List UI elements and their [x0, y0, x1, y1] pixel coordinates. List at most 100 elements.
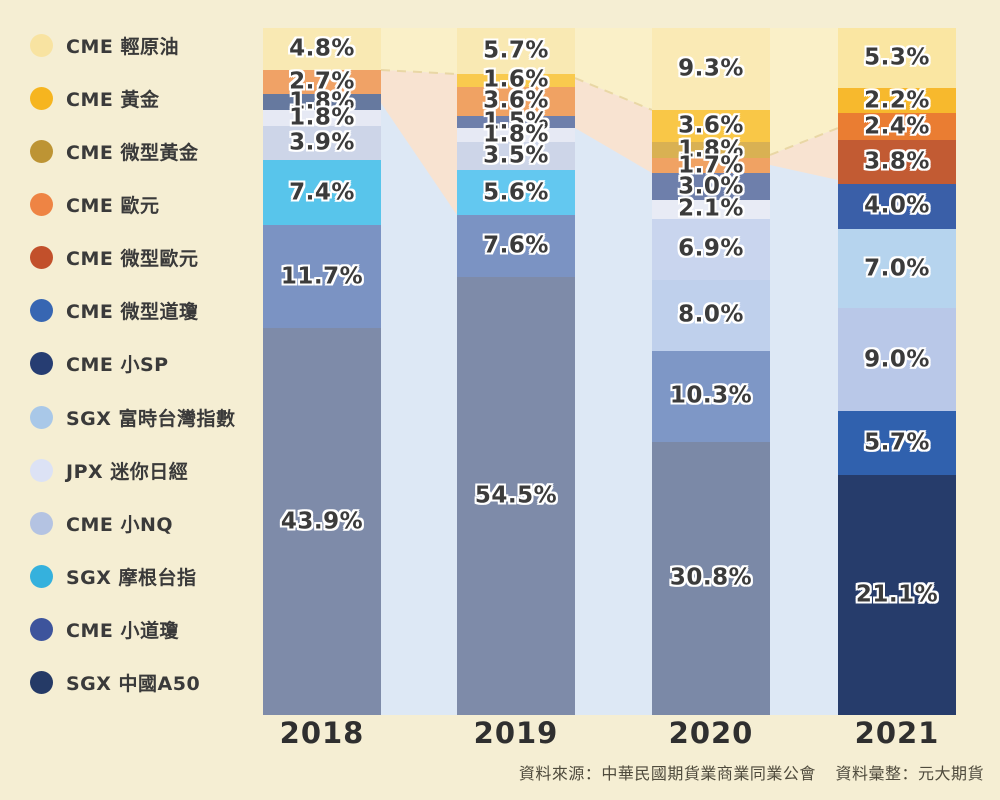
bar-segment: 5.7% [838, 410, 956, 476]
legend-swatch-icon [30, 617, 53, 641]
bar-segment: 8.0% [652, 279, 770, 351]
bar-segment: 3.9% [263, 125, 381, 161]
bar-segment: 7.6% [457, 215, 575, 277]
bar-segment: 4.8% [263, 28, 381, 71]
bar-segment: 3.8% [838, 140, 956, 184]
legend-item: SGX 中國A50 [30, 669, 260, 696]
segment-value-label: 6.9% [678, 235, 744, 262]
compiled-text: 資料彙整：元大期貨 [835, 764, 984, 783]
bar-segment: 1.8% [652, 138, 770, 161]
segment-value-label: 30.8% [669, 564, 753, 591]
flow-ribbon-0 [381, 28, 457, 715]
bar-segment: 6.9% [652, 218, 770, 280]
bar-segment: 11.7% [263, 225, 381, 329]
legend-item: CME 輕原油 [30, 32, 260, 59]
legend-item: SGX 富時台灣指數 [30, 404, 260, 431]
legend-swatch-icon [30, 564, 53, 588]
bar-segment: 10.3% [652, 350, 770, 442]
legend-label: SGX 摩根台指 [66, 566, 197, 589]
x-axis-label-2021: 2021 [854, 716, 940, 750]
segment-value-label: 10.3% [669, 382, 753, 409]
legend-label: CME 輕原油 [66, 36, 179, 58]
bar-segment: 2.4% [838, 113, 956, 141]
segment-value-label: 7.0% [864, 255, 930, 282]
x-axis-label-2018: 2018 [279, 716, 365, 750]
stacked-bar-2018: 4.8% 2.7% 1.8% 1.8% 3.9% 7.4% 11.7% 43.9% [263, 28, 381, 715]
segment-value-label: 21.1% [855, 581, 939, 608]
segment-value-label: 3.9% [289, 129, 355, 156]
flow-ribbon-2 [770, 28, 838, 715]
bar-segment: 5.7% [457, 28, 575, 74]
segment-value-label: 1.8% [289, 88, 355, 115]
legend-item: CME 微型歐元 [30, 244, 260, 271]
flow-ribbon-1 [575, 28, 652, 715]
stacked-bar-2021: 5.3% 2.2% 2.4% 3.8% 4.0% 7.0% 9.0% 5.7% 21.1% [838, 28, 956, 715]
segment-value-label: 5.7% [483, 37, 549, 64]
bar-segment: 9.3% [652, 28, 770, 111]
bar-segment: 7.4% [263, 160, 381, 226]
segment-value-label: 1.6% [483, 66, 549, 93]
segment-value-label: 3.6% [678, 112, 744, 139]
legend-swatch-icon [30, 140, 53, 164]
legend-label: CME 歐元 [66, 195, 160, 218]
bar-segment: 21.1% [838, 475, 956, 715]
footer-note: 資料來源：中華民國期貨業商業同業公會 資料彙整：元大期貨 [505, 760, 984, 784]
x-axis-label-2019: 2019 [473, 716, 559, 750]
segment-value-label: 1.8% [678, 136, 744, 163]
legend-swatch-icon [30, 458, 53, 482]
legend-item: CME 小NQ [30, 510, 260, 537]
segment-value-label: 3.0% [678, 173, 744, 200]
source-text: 資料來源：中華民國期貨業商業同業公會 [518, 764, 816, 783]
segment-value-label: 7.4% [289, 179, 355, 206]
legend: CME 輕原油 CME 黃金 CME 微型黃金 CME 歐元 CME 微型歐元 CME 微… [30, 32, 260, 696]
legend-item: CME 歐元 [30, 191, 260, 218]
legend-swatch-icon [30, 34, 53, 57]
legend-swatch-icon [30, 405, 53, 429]
legend-label: CME 微型歐元 [66, 248, 199, 271]
bar-segment: 7.0% [838, 229, 956, 309]
segment-value-label: 11.7% [280, 263, 364, 290]
segment-value-label: 5.3% [864, 44, 930, 71]
legend-label: CME 小NQ [66, 513, 173, 536]
legend-label: CME 微型道瓊 [66, 301, 199, 324]
bar-segment: 9.0% [838, 308, 956, 411]
segment-value-label: 2.7% [289, 68, 355, 95]
legend-swatch-icon [30, 246, 53, 270]
segment-value-label: 3.5% [483, 142, 549, 169]
bar-segment: 2.7% [263, 70, 381, 95]
segment-value-label: 3.6% [483, 87, 549, 114]
bar-segment: 43.9% [263, 328, 381, 715]
segment-value-label: 8.0% [678, 301, 744, 328]
segment-value-label: 5.7% [864, 429, 930, 456]
legend-swatch-icon [30, 352, 53, 376]
segment-value-label: 9.0% [864, 346, 930, 373]
bar-segment: 30.8% [652, 441, 770, 715]
bar-segment: 4.0% [838, 183, 956, 229]
legend-swatch-icon [30, 511, 53, 535]
bar-segment: 2.1% [652, 197, 770, 220]
legend-item: CME 微型黃金 [30, 138, 260, 165]
bar-segment: 1.8% [263, 106, 381, 129]
bar-segment: 1.5% [457, 110, 575, 133]
legend-item: SGX 摩根台指 [30, 563, 260, 590]
segment-value-label: 3.8% [864, 148, 930, 175]
legend-label: JPX 迷你日經 [66, 460, 189, 483]
segment-value-label: 4.0% [864, 192, 930, 219]
stacked-bar-2019: 5.7% 1.6% 3.6% 1.5% 1.8% 3.5% 5.6% 7.6% 54.5% [457, 28, 575, 715]
segment-value-label: 1.8% [483, 121, 549, 148]
legend-label: SGX 中國A50 [66, 672, 201, 695]
segment-value-label: 2.4% [864, 113, 930, 140]
legend-label: CME 小SP [66, 354, 169, 377]
segment-value-label: 1.8% [289, 104, 355, 131]
bar-segment: 3.0% [652, 173, 770, 200]
bar-segment: 5.3% [838, 28, 956, 89]
segment-value-label: 7.6% [483, 232, 549, 259]
bar-segment: 1.7% [652, 154, 770, 177]
legend-item: JPX 迷你日經 [30, 457, 260, 484]
bar-segment: 5.6% [457, 170, 575, 216]
bar-segment: 54.5% [457, 276, 575, 715]
segment-value-label: 43.9% [280, 508, 364, 535]
bar-segment: 1.8% [263, 90, 381, 113]
segment-value-label: 1.5% [483, 108, 549, 135]
